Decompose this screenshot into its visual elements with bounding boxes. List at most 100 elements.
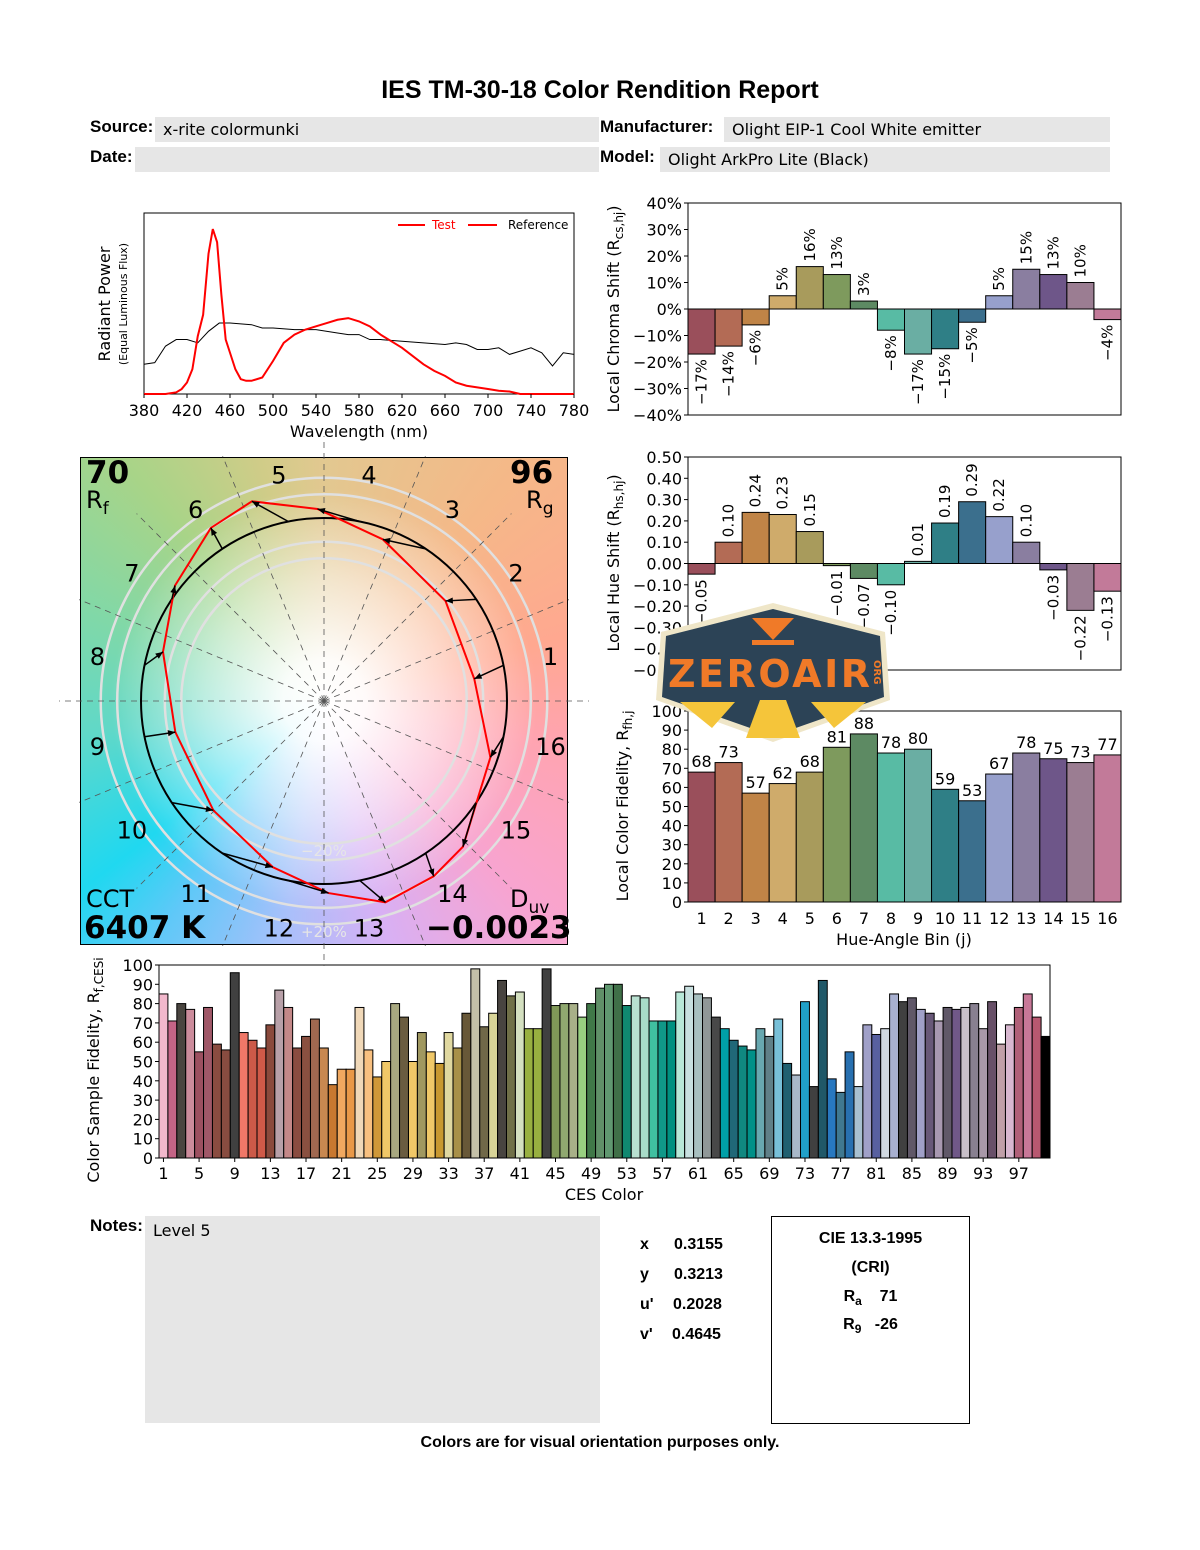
ra-label: R <box>843 1288 856 1305</box>
local_fidelity-bar-10 <box>931 788 960 903</box>
x-value: 0.3155 <box>674 1236 723 1253</box>
r9-sub: 9 <box>854 1322 862 1337</box>
arrowhead-icon <box>490 749 497 758</box>
local_fidelity-data-label: 53 <box>962 781 982 800</box>
source-label: Source: <box>90 117 154 136</box>
ces-x-tick-label: 93 <box>973 1164 993 1183</box>
chroma_shift-bar-2 <box>714 308 743 347</box>
local-fidelity-y-axis-label: Local Color Fidelity, Rfh,j <box>613 711 635 902</box>
ces-x-tick-label: 9 <box>230 1164 240 1183</box>
legend-reference-label: Reference <box>508 218 568 232</box>
hue_shift-data-label: 0.22 <box>990 478 1008 511</box>
hue_shift-y-tick-label: 0.30 <box>646 491 682 510</box>
ces-x-tick-label: 53 <box>617 1164 637 1183</box>
ring-minus-20-label: −20% <box>301 842 347 860</box>
duv-label-text: D <box>510 885 529 913</box>
chroma_shift-y-tick-label: −40% <box>633 406 682 425</box>
u-prime-label: u' <box>640 1296 654 1313</box>
rf-label-text: R <box>86 486 103 514</box>
r9-value: -26 <box>874 1316 898 1334</box>
cri-box: CIE 13.3-1995 (CRI) Ra 71 R9 -26 <box>771 1216 970 1424</box>
hue-bin-label: 15 <box>501 816 532 844</box>
chroma_shift-data-label: −17% <box>693 359 711 405</box>
hue-bin-label: 12 <box>264 915 295 943</box>
local_fidelity-y-tick-label: 70 <box>662 759 682 778</box>
hue_shift-data-label: 0.23 <box>774 476 792 509</box>
chroma_shift-data-label: 5% <box>774 267 792 291</box>
chroma_shift-data-label: 13% <box>828 236 846 269</box>
hue-bin-label: 14 <box>437 880 468 908</box>
local_fidelity-data-label: 75 <box>1043 739 1063 758</box>
arrowhead-icon <box>382 537 391 544</box>
hue-bin-boundary <box>323 513 512 702</box>
spectrum-x-tick-label: 420 <box>172 401 203 420</box>
local_fidelity-data-label: 78 <box>1016 733 1036 752</box>
cct-value: 6407 K <box>84 910 206 946</box>
hue_shift-data-label: 0.10 <box>720 504 738 537</box>
duv-value: −0.0023 <box>426 910 572 946</box>
ces-y-axis-label-main: Color Sample Fidelity, R <box>84 992 103 1182</box>
manufacturer-field[interactable]: Olight EIP-1 Cool White emitter <box>724 117 1110 142</box>
chroma_shift-data-label: 3% <box>855 272 873 296</box>
ces_fidelity-y-tick-label: 90 <box>133 975 153 994</box>
cri-ra: Ra 71 <box>772 1288 969 1308</box>
hue_shift-data-label: 0.24 <box>747 474 765 507</box>
local_fidelity-data-label: 68 <box>691 752 711 771</box>
hue_shift-data-label: −0.13 <box>1098 596 1116 642</box>
local_fidelity-y-tick-label: 20 <box>662 855 682 874</box>
ces_fidelity-y-tick-label: 10 <box>133 1130 153 1149</box>
local_fidelity-data-label: 80 <box>908 729 928 748</box>
logo-ray-icon <box>680 702 735 728</box>
local_fidelity-bar-16 <box>1093 754 1122 903</box>
local_fidelity-bar-6 <box>822 746 851 903</box>
local_fidelity-bar-11 <box>958 800 987 903</box>
report-title: IES TM-30-18 Color Rendition Report <box>381 76 819 104</box>
ces-y-axis-label-sub: f,CESi <box>92 957 106 992</box>
model-field[interactable]: Olight ArkPro Lite (Black) <box>660 147 1110 172</box>
arrowhead-icon <box>377 895 386 903</box>
local_fidelity-data-label: 57 <box>745 773 765 792</box>
arrowhead-icon <box>167 730 176 737</box>
local_fidelity-y-tick-label: 50 <box>662 798 682 817</box>
hue_shift-y-tick-label: −0.20 <box>633 597 682 616</box>
ces_fidelity-y-tick-label: 0 <box>143 1149 153 1168</box>
chroma_shift-data-label: −14% <box>720 351 738 397</box>
hue_shift-y-tick-label: 0.10 <box>646 533 682 552</box>
reference-circle <box>140 517 508 885</box>
chroma_shift-data-label: −8% <box>882 335 900 371</box>
chroma_shift-data-label: 10% <box>1071 244 1089 277</box>
date-field[interactable] <box>135 147 599 172</box>
hue-bin-label: 6 <box>188 496 203 524</box>
source-field[interactable]: x-rite colormunki <box>155 117 599 142</box>
chroma_shift-y-tick-label: −30% <box>633 380 682 399</box>
hue_shift-data-label: 0.01 <box>909 523 927 556</box>
rg-label: Rg <box>526 486 553 519</box>
spectrum-x-tick-label: 380 <box>129 401 160 420</box>
hue_shift-bar-16 <box>1093 563 1122 592</box>
vector-graphic-ring <box>115 492 533 910</box>
ces-x-tick-label: 89 <box>937 1164 957 1183</box>
arrowhead-icon <box>462 838 469 847</box>
ces-x-tick-label: 77 <box>830 1164 850 1183</box>
local_fidelity-data-label: 88 <box>854 714 874 733</box>
ces-x-axis-label: CES Color <box>565 1185 644 1204</box>
footer-note: Colors are for visual orientation purpos… <box>420 1434 780 1451</box>
hue_shift-y-tick-label: 0.50 <box>646 448 682 467</box>
local_fidelity-data-label: 81 <box>827 727 847 746</box>
chroma_shift-y-tick-label: 10% <box>646 274 682 293</box>
rg-label-text: R <box>526 486 543 514</box>
chroma_shift-data-label: −17% <box>909 359 927 405</box>
chroma-shift-y-axis-label-end: ) <box>604 205 623 211</box>
local-fidelity-x-tick-label: 15 <box>1070 909 1090 928</box>
local-fidelity-x-tick-label: 6 <box>832 909 842 928</box>
ces-x-tick-label: 45 <box>545 1164 565 1183</box>
rg-label-sub: g <box>542 498 554 519</box>
hue-bin-boundary <box>222 700 325 946</box>
notes-field[interactable]: Level 5 <box>145 1216 600 1423</box>
ces-x-tick-label: 61 <box>688 1164 708 1183</box>
cri-title: CIE 13.3-1995 <box>818 1230 923 1247</box>
chroma_shift-bar-6 <box>822 274 851 310</box>
spectrum-y-axis-label: Radiant Power <box>95 246 114 361</box>
